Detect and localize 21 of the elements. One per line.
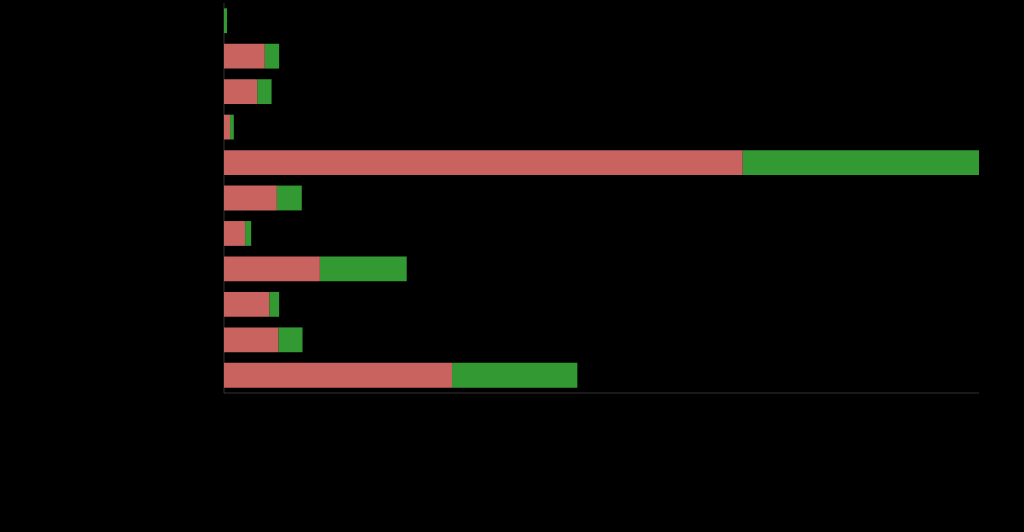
bar [224,291,270,317]
bar [278,327,303,353]
bar [245,221,252,246]
bar [276,185,302,211]
bar [224,185,277,211]
bar [224,256,320,282]
bar [742,150,980,175]
bar [319,256,407,282]
bar [452,362,578,388]
bar [224,114,231,140]
bar [264,43,280,69]
bar [257,79,272,105]
bar [224,327,279,353]
bar [224,8,228,34]
bar [224,150,743,175]
bar [224,79,258,105]
bar [269,291,280,317]
bar [224,362,453,388]
bar [230,114,234,140]
bar [224,43,265,69]
bar [224,221,246,246]
